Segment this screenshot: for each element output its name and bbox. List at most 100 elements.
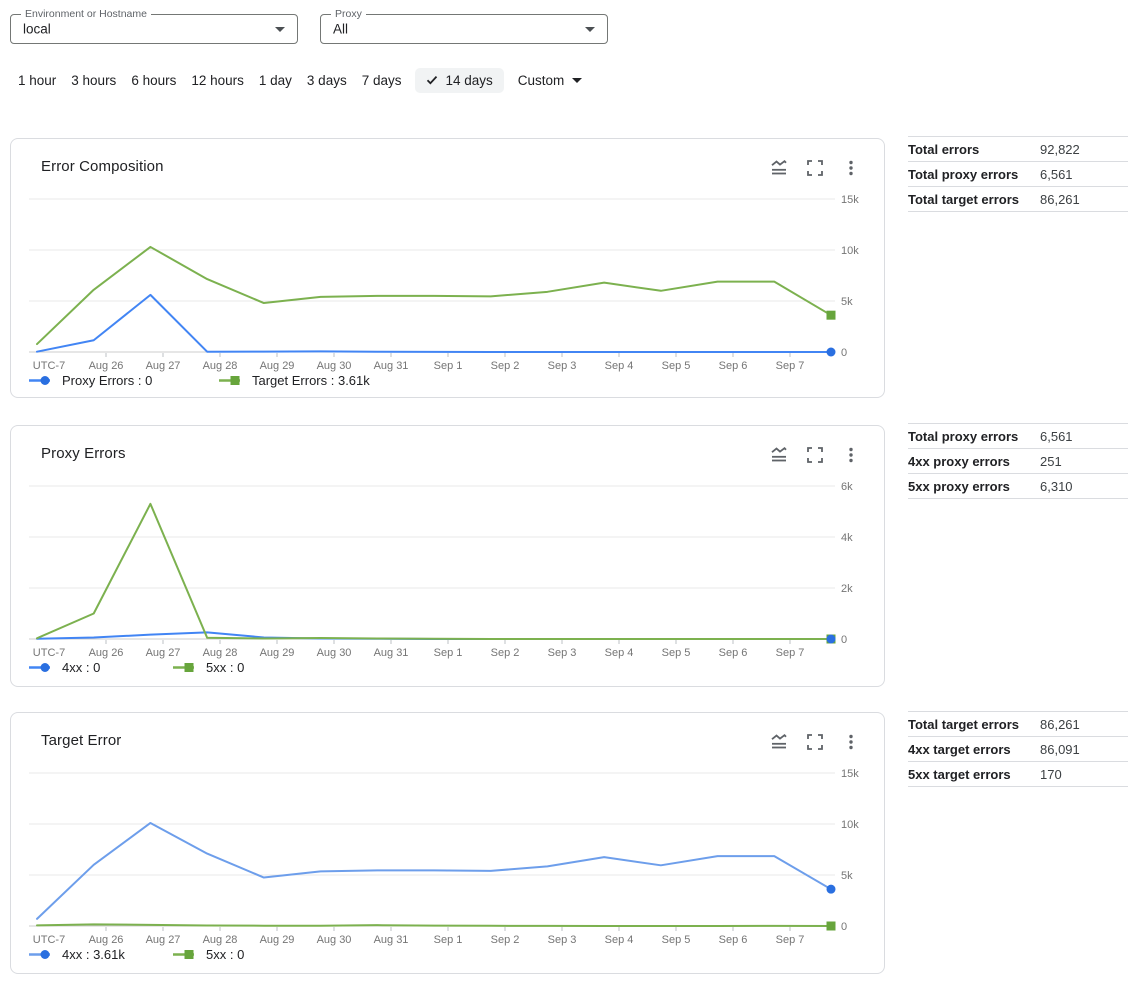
stat-label: Total proxy errors [908,428,1019,444]
card-title: Error Composition [41,158,164,175]
svg-text:Sep 7: Sep 7 [776,360,805,372]
svg-text:Sep 5: Sep 5 [662,647,691,659]
svg-text:Sep 4: Sep 4 [605,360,634,372]
stat-value: 6,561 [1040,428,1073,444]
svg-text:Sep 7: Sep 7 [776,934,805,946]
stat-label: Total proxy errors [908,166,1019,182]
tab-1-hour[interactable]: 1 hour [18,72,57,88]
svg-text:UTC-7: UTC-7 [33,360,65,372]
tab-7-days[interactable]: 7 days [361,72,402,88]
legend-item-5xx: 5xx : 0 [173,660,244,675]
tab-3-hours[interactable]: 3 hours [71,72,117,88]
svg-text:Aug 26: Aug 26 [89,934,124,946]
stat-label: 4xx target errors [908,741,1011,757]
svg-text:Aug 26: Aug 26 [89,360,124,372]
fullscreen-icon[interactable] [806,446,824,464]
svg-text:10k: 10k [841,245,859,257]
stat-label: 5xx target errors [908,766,1011,782]
tab-1-day[interactable]: 1 day [258,72,292,88]
environment-select-label: Environment or Hostname [21,9,151,20]
dropdown-arrow-icon [585,27,595,32]
more-vert-icon[interactable] [842,446,860,464]
stat-value: 170 [1040,766,1062,782]
proxy-select[interactable]: Proxy All [320,9,608,44]
stat-label: Total target errors [908,191,1020,207]
svg-text:Aug 28: Aug 28 [203,647,238,659]
svg-text:Sep 6: Sep 6 [719,934,748,946]
svg-text:4k: 4k [841,532,853,544]
legend-item-proxy-errors: Proxy Errors : 0 [29,373,219,388]
svg-text:2k: 2k [841,583,853,595]
fullscreen-icon[interactable] [806,733,824,751]
stat-value: 86,261 [1040,191,1080,207]
svg-text:Aug 29: Aug 29 [260,934,295,946]
legend-item-5xx: 5xx : 0 [173,947,244,962]
svg-text:Sep 6: Sep 6 [719,647,748,659]
tab-14-days[interactable]: 14 days [415,67,504,93]
svg-text:0: 0 [841,347,847,359]
svg-text:UTC-7: UTC-7 [33,647,65,659]
svg-text:Sep 5: Sep 5 [662,934,691,946]
svg-text:Sep 2: Sep 2 [491,647,520,659]
table-row: Total target errors 86,261 [908,187,1128,212]
svg-text:Aug 31: Aug 31 [374,934,409,946]
card-actions [770,733,860,751]
table-row: Total proxy errors 6,561 [908,162,1128,187]
legend-marker-5xx [173,949,197,960]
legend-item-4xx: 4xx : 3.61k [29,947,173,962]
svg-text:15k: 15k [841,194,859,206]
stat-value: 6,561 [1040,166,1073,182]
tab-custom[interactable]: Custom [517,68,584,93]
environment-select[interactable]: Environment or Hostname local [10,9,298,44]
fullscreen-icon[interactable] [806,159,824,177]
svg-text:Sep 6: Sep 6 [719,360,748,372]
svg-text:Sep 2: Sep 2 [491,934,520,946]
svg-text:Sep 1: Sep 1 [434,934,463,946]
stacked-line-chart-icon[interactable] [770,446,788,464]
legend-label: 5xx : 0 [206,660,245,675]
svg-text:Sep 2: Sep 2 [491,360,520,372]
svg-text:Aug 27: Aug 27 [146,647,181,659]
error-composition-card: 0 5k 10k 15k UTC-7 Aug 26 Aug 27 Aug 28 Aug 29 Au… [10,138,885,398]
legend-label: Target Errors : 3.61k [252,373,370,388]
svg-text:Sep 4: Sep 4 [605,934,634,946]
tab-3-days[interactable]: 3 days [306,72,347,88]
tab-6-hours[interactable]: 6 hours [131,72,177,88]
tab-custom-label: Custom [517,72,565,88]
stat-value: 92,822 [1040,141,1080,157]
more-vert-icon[interactable] [842,733,860,751]
svg-text:Sep 1: Sep 1 [434,360,463,372]
stat-value: 251 [1040,453,1062,469]
stat-value: 86,091 [1040,741,1080,757]
stacked-line-chart-icon[interactable] [770,159,788,177]
svg-text:Sep 1: Sep 1 [434,647,463,659]
table-row: Total target errors 86,261 [908,712,1128,737]
legend-item-4xx: 4xx : 0 [29,660,173,675]
legend-marker-target-errors [219,375,243,386]
tab-14-days-label: 14 days [445,72,493,88]
proxy-errors-chart: 0 2k 4k 6k UTC-7 Aug 26 Aug 27 Aug 28 Aug 29 Aug … [29,481,853,659]
svg-text:Sep 3: Sep 3 [548,934,577,946]
check-icon [426,74,438,86]
table-row: 4xx proxy errors 251 [908,449,1128,474]
card-actions [770,159,860,177]
svg-text:6k: 6k [841,481,853,493]
legend-marker-5xx [173,662,197,673]
table-row: 4xx target errors 86,091 [908,737,1128,762]
card-title: Proxy Errors [41,445,126,462]
stat-value: 86,261 [1040,716,1080,732]
stat-value: 6,310 [1040,478,1073,494]
svg-text:UTC-7: UTC-7 [33,934,65,946]
stat-label: Total target errors [908,716,1020,732]
svg-text:Sep 3: Sep 3 [548,360,577,372]
svg-text:Aug 28: Aug 28 [203,934,238,946]
svg-text:5k: 5k [841,870,853,882]
more-vert-icon[interactable] [842,159,860,177]
svg-text:Aug 26: Aug 26 [89,647,124,659]
legend-label: Proxy Errors : 0 [62,373,153,388]
stacked-line-chart-icon[interactable] [770,733,788,751]
svg-text:Sep 3: Sep 3 [548,647,577,659]
legend-item-target-errors: Target Errors : 3.61k [219,373,370,388]
tab-12-hours[interactable]: 12 hours [191,72,244,88]
table-row: 5xx target errors 170 [908,762,1128,787]
